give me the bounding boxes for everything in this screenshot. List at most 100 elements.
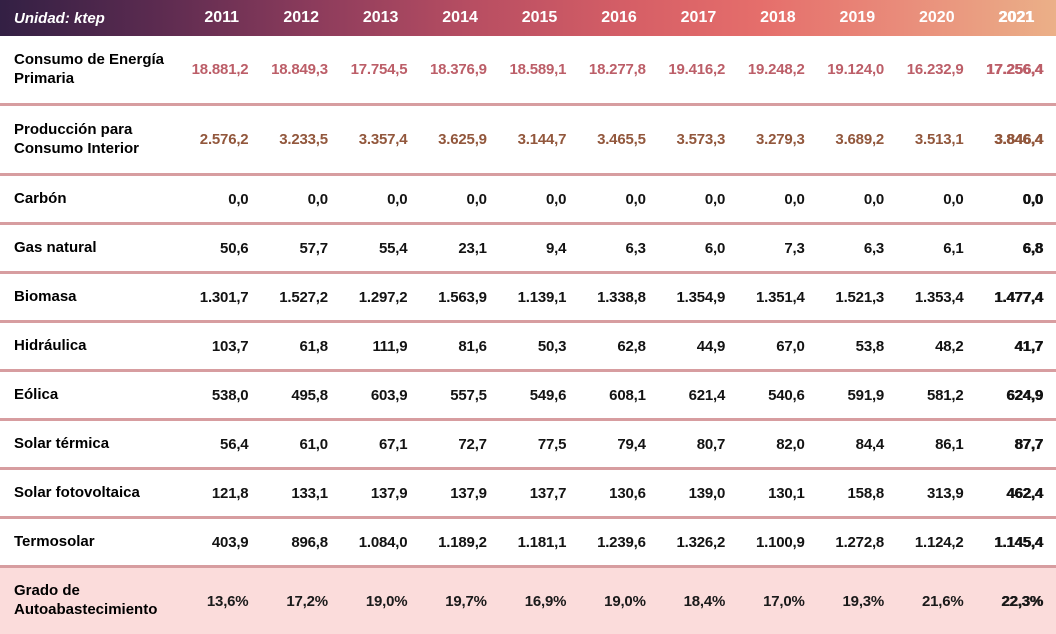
- value-cell: 61,0: [261, 420, 340, 469]
- value-cell: 19.248,2: [738, 36, 817, 105]
- value-cell: 19,7%: [420, 567, 499, 634]
- value-cell: 18.849,3: [261, 36, 340, 105]
- row-label: Carbón: [0, 175, 182, 224]
- value-cell: 6,8: [977, 224, 1056, 273]
- value-cell: 7,3: [738, 224, 817, 273]
- value-cell: 44,9: [659, 322, 738, 371]
- value-cell: 0,0: [897, 175, 976, 224]
- year-header: 2017: [659, 0, 738, 36]
- value-cell: 0,0: [341, 175, 420, 224]
- year-header: 2020: [897, 0, 976, 36]
- value-cell: 0,0: [977, 175, 1056, 224]
- value-cell: 16,9%: [500, 567, 579, 634]
- value-cell: 19,3%: [818, 567, 897, 634]
- value-cell: 624,9: [977, 371, 1056, 420]
- value-cell: 1.239,6: [579, 518, 658, 567]
- value-cell: 111,9: [341, 322, 420, 371]
- value-cell: 77,5: [500, 420, 579, 469]
- value-cell: 1.139,1: [500, 273, 579, 322]
- row-label: Solar térmica: [0, 420, 182, 469]
- value-cell: 6,3: [818, 224, 897, 273]
- value-cell: 158,8: [818, 469, 897, 518]
- value-cell: 608,1: [579, 371, 658, 420]
- value-cell: 557,5: [420, 371, 499, 420]
- value-cell: 581,2: [897, 371, 976, 420]
- value-cell: 18.376,9: [420, 36, 499, 105]
- year-header: 2012: [261, 0, 340, 36]
- value-cell: 19,0%: [579, 567, 658, 634]
- value-cell: 1.145,4: [977, 518, 1056, 567]
- value-cell: 81,6: [420, 322, 499, 371]
- value-cell: 18.277,8: [579, 36, 658, 105]
- value-cell: 549,6: [500, 371, 579, 420]
- value-cell: 57,7: [261, 224, 340, 273]
- value-cell: 6,3: [579, 224, 658, 273]
- value-cell: 538,0: [182, 371, 261, 420]
- value-cell: 3.144,7: [500, 105, 579, 175]
- value-cell: 1.326,2: [659, 518, 738, 567]
- value-cell: 67,0: [738, 322, 817, 371]
- row-label: Producción para Consumo Interior: [0, 105, 182, 175]
- value-cell: 121,8: [182, 469, 261, 518]
- value-cell: 53,8: [818, 322, 897, 371]
- value-cell: 495,8: [261, 371, 340, 420]
- value-cell: 1.353,4: [897, 273, 976, 322]
- row-label: Solar fotovoltaica: [0, 469, 182, 518]
- row-label: Biomasa: [0, 273, 182, 322]
- year-header: 2021: [977, 0, 1056, 36]
- row-label: Termosolar: [0, 518, 182, 567]
- value-cell: 23,1: [420, 224, 499, 273]
- year-header: 2011: [182, 0, 261, 36]
- row-label: Grado de Autoabastecimiento: [0, 567, 182, 634]
- value-cell: 17,0%: [738, 567, 817, 634]
- row-label: Gas natural: [0, 224, 182, 273]
- value-cell: 137,9: [341, 469, 420, 518]
- value-cell: 621,4: [659, 371, 738, 420]
- value-cell: 603,9: [341, 371, 420, 420]
- value-cell: 17,2%: [261, 567, 340, 634]
- year-header: 2019: [818, 0, 897, 36]
- value-cell: 3.465,5: [579, 105, 658, 175]
- value-cell: 540,6: [738, 371, 817, 420]
- value-cell: 3.625,9: [420, 105, 499, 175]
- value-cell: 1.181,1: [500, 518, 579, 567]
- value-cell: 80,7: [659, 420, 738, 469]
- value-cell: 1.301,7: [182, 273, 261, 322]
- value-cell: 591,9: [818, 371, 897, 420]
- value-cell: 1.297,2: [341, 273, 420, 322]
- value-cell: 22,3%: [977, 567, 1056, 634]
- value-cell: 56,4: [182, 420, 261, 469]
- value-cell: 137,9: [420, 469, 499, 518]
- value-cell: 0,0: [182, 175, 261, 224]
- value-cell: 55,4: [341, 224, 420, 273]
- value-cell: 16.232,9: [897, 36, 976, 105]
- value-cell: 18.881,2: [182, 36, 261, 105]
- value-cell: 2.576,2: [182, 105, 261, 175]
- value-cell: 18.589,1: [500, 36, 579, 105]
- value-cell: 84,4: [818, 420, 897, 469]
- value-cell: 139,0: [659, 469, 738, 518]
- value-cell: 82,0: [738, 420, 817, 469]
- value-cell: 0,0: [818, 175, 897, 224]
- value-cell: 1.354,9: [659, 273, 738, 322]
- value-cell: 0,0: [579, 175, 658, 224]
- value-cell: 1.084,0: [341, 518, 420, 567]
- value-cell: 0,0: [738, 175, 817, 224]
- row-label: Consumo de Energía Primaria: [0, 36, 182, 105]
- value-cell: 0,0: [659, 175, 738, 224]
- value-cell: 50,3: [500, 322, 579, 371]
- value-cell: 1.338,8: [579, 273, 658, 322]
- value-cell: 403,9: [182, 518, 261, 567]
- year-header: 2016: [579, 0, 658, 36]
- value-cell: 19,0%: [341, 567, 420, 634]
